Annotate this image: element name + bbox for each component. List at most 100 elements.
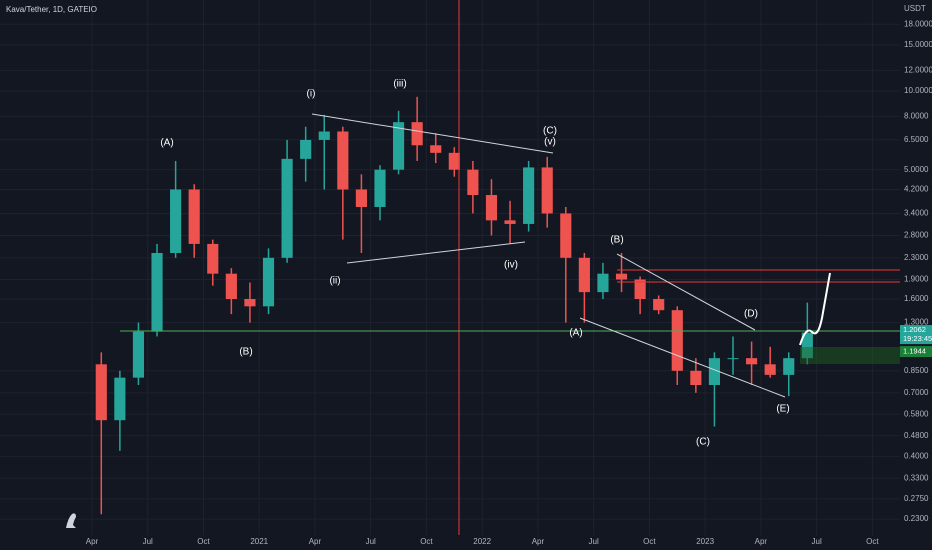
candle-body [634, 279, 646, 300]
x-tick-label: Oct [420, 537, 433, 546]
wave-label: (B) [610, 235, 623, 246]
candle-body [578, 257, 590, 293]
candle-body [355, 189, 367, 207]
y-tick-label: 10.0000 [904, 86, 932, 95]
y-tick-label: 3.4000 [904, 209, 929, 218]
candle-body [541, 167, 553, 214]
price-tag [900, 325, 932, 345]
y-tick-label: 0.7000 [904, 388, 929, 397]
trendline [616, 253, 756, 331]
candle-body [392, 122, 405, 170]
x-tick-label: Oct [866, 537, 879, 546]
candle-body [597, 273, 609, 293]
candle-body [448, 152, 460, 170]
wave-label: (E) [776, 404, 789, 415]
x-tick-label: Apr [532, 537, 545, 546]
candle-body [764, 364, 776, 375]
y-tick-label: 0.2750 [904, 494, 929, 503]
candle-body [504, 220, 516, 224]
y-tick-label: 6.5000 [904, 135, 929, 144]
wave-label: (v) [544, 137, 556, 148]
wave-label: (D) [744, 309, 758, 320]
wave-label: (B) [239, 347, 252, 358]
x-tick-label: Apr [309, 537, 322, 546]
candle-body [615, 273, 628, 280]
y-tick-label: 0.5800 [904, 409, 929, 418]
candle-body [188, 189, 200, 244]
y-tick-label: 0.4000 [904, 451, 929, 460]
x-tick-label: 2023 [696, 537, 714, 546]
y-axis-label: USDT [904, 4, 926, 13]
candle-body [485, 195, 498, 221]
y-tick-label: 1.9000 [904, 275, 929, 284]
candle-body [467, 169, 479, 196]
x-tick-label: Oct [643, 537, 656, 546]
candle-body [411, 122, 423, 146]
x-tick-label: Jul [143, 537, 153, 546]
y-tick-label: 1.3000 [904, 318, 929, 327]
wave-label: (A) [569, 328, 582, 339]
candle-body [132, 331, 145, 378]
chart-title: Kava/Tether, 1D, GATEIO [6, 5, 97, 14]
price-label: 1.1944 [903, 347, 926, 356]
y-tick-label: 2.3000 [904, 253, 929, 262]
candle-body [262, 257, 275, 307]
candle-body [801, 332, 813, 359]
y-tick-label: 1.6000 [904, 294, 929, 303]
wave-label: (i) [307, 89, 316, 100]
y-tick-label: 5.0000 [904, 165, 929, 174]
candle-body [374, 169, 386, 207]
candle-body [281, 158, 293, 258]
price-tag [900, 346, 932, 358]
candle-body [170, 189, 182, 253]
candle-body [151, 252, 163, 332]
wave-label: (iii) [393, 79, 406, 90]
price-label: 1.2062 [903, 325, 926, 334]
x-tick-label: Jul [812, 537, 822, 546]
candle-body [560, 213, 572, 258]
candle-body [746, 358, 758, 365]
x-tick-label: 2021 [250, 537, 268, 546]
candle-body [114, 377, 126, 421]
candle-body [690, 370, 702, 385]
x-tick-label: Apr [86, 537, 99, 546]
trendline [346, 241, 526, 264]
y-tick-label: 0.2300 [904, 514, 929, 523]
y-tick-label: 15.0000 [904, 40, 932, 49]
x-tick-label: Oct [197, 537, 210, 546]
candle-body [430, 145, 442, 153]
wave-label: (ii) [329, 276, 340, 287]
candle-body [95, 364, 107, 421]
y-tick-label: 8.0000 [904, 111, 929, 120]
candle-body [708, 358, 721, 385]
target-zone [800, 347, 900, 364]
candle-body [300, 139, 312, 159]
wave-label: (iv) [504, 260, 518, 271]
y-tick-label: 2.8000 [904, 231, 929, 240]
candle-body [727, 358, 739, 360]
candle-body [671, 310, 683, 371]
y-tick-label: 12.0000 [904, 65, 932, 74]
y-tick-label: 0.8500 [904, 366, 929, 375]
candle-body [653, 299, 665, 311]
candle-body [225, 273, 237, 300]
x-tick-label: Jul [366, 537, 376, 546]
candle-body [337, 131, 349, 190]
candle-body [523, 167, 535, 224]
wave-label: (A) [160, 138, 173, 149]
logo [66, 513, 76, 528]
y-tick-label: 0.4800 [904, 431, 929, 440]
projection-path [799, 272, 831, 346]
x-tick-label: Jul [589, 537, 599, 546]
y-tick-label: 18.0000 [904, 19, 932, 28]
plot-area [0, 0, 900, 535]
y-tick-label: 4.2000 [904, 185, 929, 194]
wave-label: (C) [696, 437, 710, 448]
wave-label: (C) [543, 126, 557, 137]
y-tick-label: 0.3300 [904, 473, 929, 482]
trendline [579, 317, 786, 398]
candle-body [207, 243, 219, 274]
candle-body [244, 299, 256, 307]
